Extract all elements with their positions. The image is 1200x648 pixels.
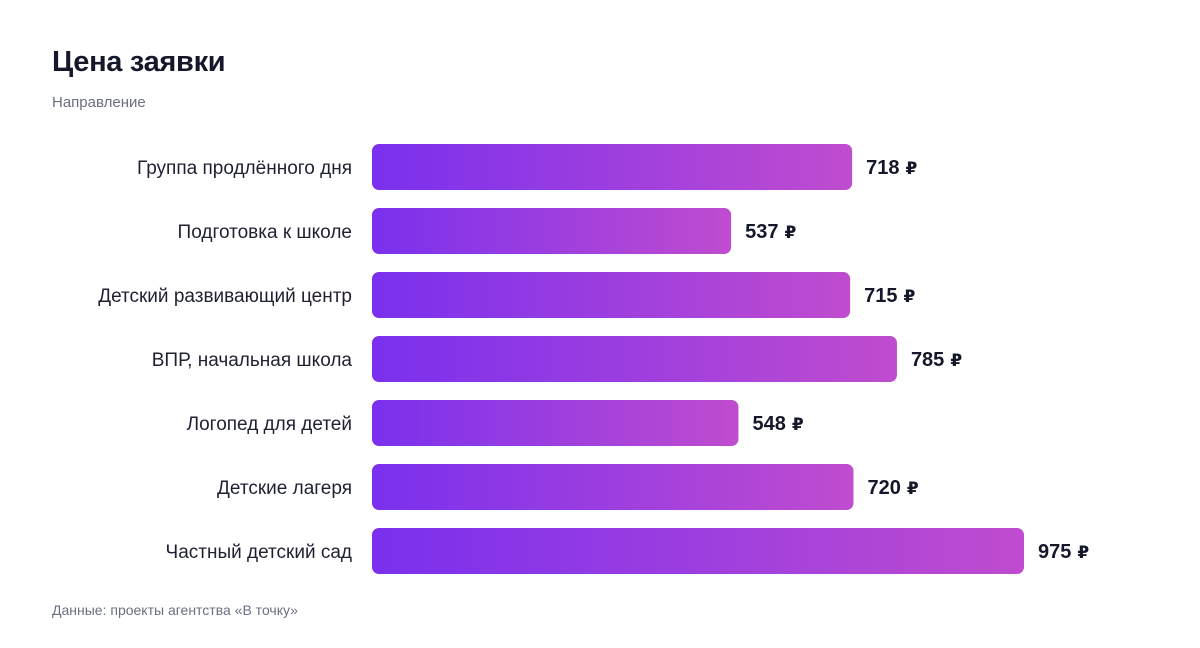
value-unit: ₽ bbox=[950, 351, 962, 370]
bar-row: Группа продлённого дня 718 ₽ bbox=[137, 144, 918, 190]
value-number: 718 bbox=[866, 157, 899, 179]
bar-row: Детские лагеря 720 ₽ bbox=[217, 464, 919, 510]
value-number: 537 bbox=[745, 221, 778, 243]
bar bbox=[372, 208, 732, 254]
value-label: 720 ₽ bbox=[867, 477, 918, 499]
value-unit: ₽ bbox=[1077, 543, 1089, 562]
category-label: Частный детский сад bbox=[166, 542, 352, 563]
value-unit: ₽ bbox=[906, 159, 918, 178]
bar-row: Частный детский сад 975 ₽ bbox=[166, 528, 1089, 574]
bars-group: Группа продлённого дня 718 ₽Подготовка к ш… bbox=[98, 144, 1089, 574]
value-label: 715 ₽ bbox=[864, 285, 915, 307]
bar bbox=[372, 400, 739, 446]
value-label: 548 ₽ bbox=[752, 413, 803, 435]
value-unit: ₽ bbox=[907, 479, 919, 498]
category-label: ВПР, начальная школа bbox=[152, 350, 353, 371]
bar bbox=[372, 464, 854, 510]
category-label: Детский развивающий центр bbox=[98, 286, 352, 307]
bar-row: ВПР, начальная школа 785 ₽ bbox=[152, 336, 962, 382]
value-label: 785 ₽ bbox=[911, 349, 962, 371]
category-label: Детские лагеря bbox=[217, 478, 352, 499]
bar bbox=[372, 272, 851, 318]
value-number: 548 bbox=[752, 413, 785, 435]
value-label: 537 ₽ bbox=[745, 221, 796, 243]
chart-title: Цена заявки bbox=[52, 46, 226, 78]
value-unit: ₽ bbox=[792, 415, 804, 434]
bar-row: Детский развивающий центр 715 ₽ bbox=[98, 272, 916, 318]
source-note: Данные: проекты агентства «В точку» bbox=[52, 602, 298, 618]
bar bbox=[372, 144, 853, 190]
value-number: 720 bbox=[867, 477, 900, 499]
bar-row: Подготовка к школе 537 ₽ bbox=[178, 208, 796, 254]
category-label: Логопед для детей bbox=[187, 414, 352, 435]
category-label: Группа продлённого дня bbox=[137, 158, 352, 179]
value-label: 975 ₽ bbox=[1038, 541, 1089, 563]
bar bbox=[372, 336, 897, 382]
value-number: 975 bbox=[1038, 541, 1071, 563]
bar-row: Логопед для детей 548 ₽ bbox=[187, 400, 804, 446]
category-label: Подготовка к школе bbox=[178, 222, 352, 243]
value-number: 715 bbox=[864, 285, 897, 307]
chart-subtitle: Направление bbox=[52, 94, 146, 111]
bar bbox=[372, 528, 1024, 574]
value-unit: ₽ bbox=[904, 287, 916, 306]
value-label: 718 ₽ bbox=[866, 157, 917, 179]
value-unit: ₽ bbox=[784, 223, 796, 242]
value-number: 785 bbox=[911, 349, 944, 371]
